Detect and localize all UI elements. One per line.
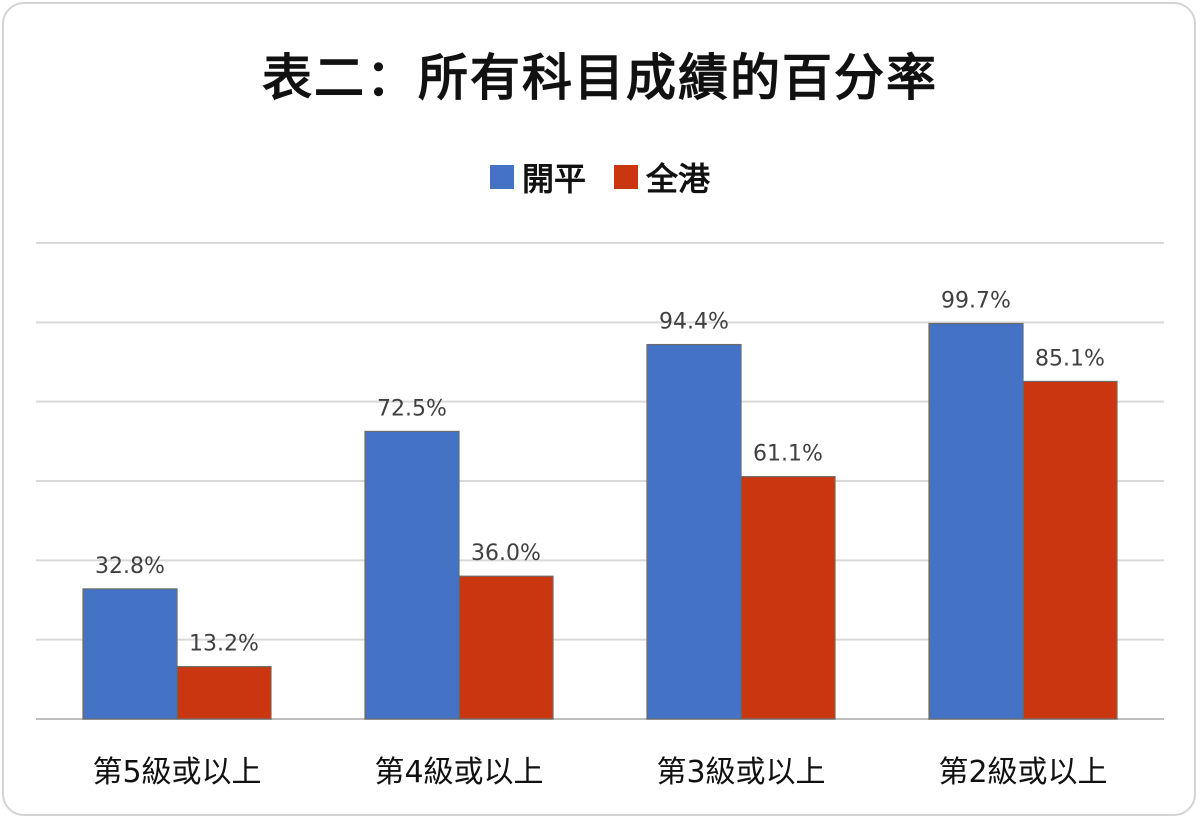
data-label: 36.0% [471, 541, 541, 566]
chart-title: 表二：所有科目成績的百分率 [262, 49, 938, 107]
bar-hongkong [1022, 380, 1118, 720]
data-label: 85.1% [1035, 346, 1105, 371]
bar-hongkong [458, 575, 554, 720]
x-tick-label: 第4級或以上 [374, 755, 543, 790]
legend-label-hongkong: 全港 [646, 160, 711, 198]
legend-item-kaiping: 開平 [489, 154, 586, 200]
data-label: 32.8% [95, 554, 165, 579]
data-label: 99.7% [941, 289, 1011, 314]
bar-hongkong [740, 476, 836, 720]
x-tick-label: 第2級或以上 [938, 755, 1107, 790]
x-tick-label: 第5級或以上 [92, 755, 261, 790]
data-label: 61.1% [753, 442, 823, 467]
legend: 開平 全港 [0, 154, 1200, 200]
legend-item-hongkong: 全港 [614, 154, 710, 200]
data-label: 72.5% [377, 396, 447, 421]
bar-kaiping [928, 322, 1024, 720]
bar-kaiping [646, 343, 742, 720]
bar-hongkong [176, 666, 272, 720]
data-label: 13.2% [189, 632, 259, 657]
bar-kaiping [364, 430, 460, 720]
x-tick-label: 第3級或以上 [656, 755, 825, 790]
legend-label-kaiping: 開平 [521, 160, 586, 198]
legend-swatch-kaiping [489, 165, 514, 189]
data-label: 94.4% [659, 310, 729, 335]
legend-swatch-hongkong [614, 165, 638, 189]
bar-kaiping [82, 588, 178, 720]
